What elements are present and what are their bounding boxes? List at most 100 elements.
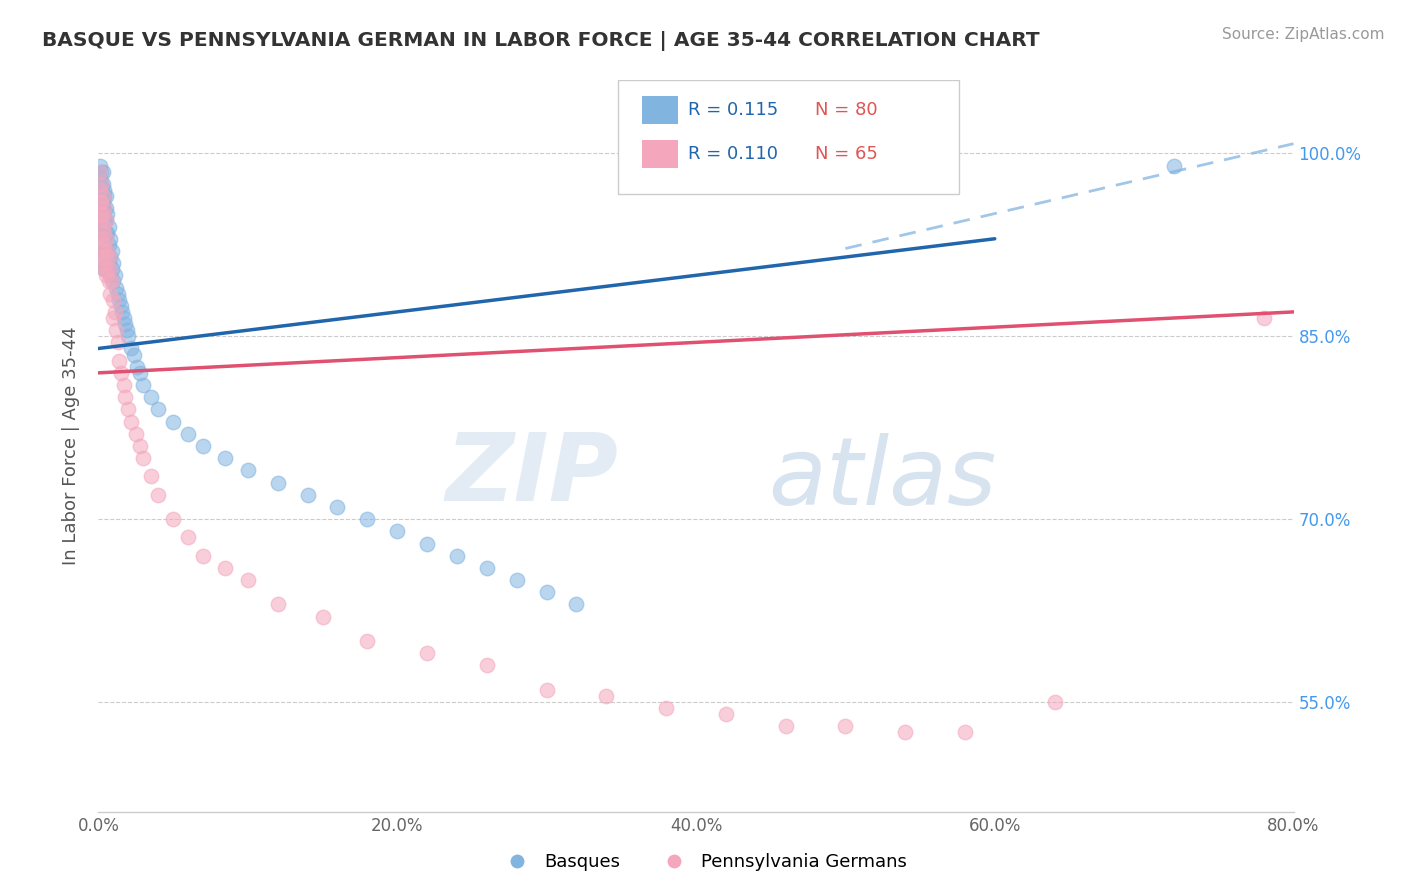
Point bbox=[117, 402, 139, 417]
Point bbox=[139, 469, 162, 483]
Point bbox=[101, 244, 124, 258]
Point bbox=[91, 189, 114, 203]
Text: BASQUE VS PENNSYLVANIA GERMAN IN LABOR FORCE | AGE 35-44 CORRELATION CHART: BASQUE VS PENNSYLVANIA GERMAN IN LABOR F… bbox=[42, 31, 1040, 51]
Point bbox=[129, 439, 152, 453]
Point bbox=[775, 719, 797, 733]
Text: ZIP: ZIP bbox=[446, 429, 619, 521]
Point bbox=[953, 725, 976, 739]
Point bbox=[96, 244, 118, 258]
Point bbox=[98, 268, 122, 283]
Point bbox=[103, 293, 125, 307]
Point bbox=[90, 213, 112, 227]
FancyBboxPatch shape bbox=[619, 80, 959, 194]
Point bbox=[326, 500, 349, 514]
Point bbox=[93, 244, 115, 258]
Point bbox=[93, 262, 115, 277]
Text: atlas: atlas bbox=[768, 434, 995, 524]
Point bbox=[94, 250, 117, 264]
Point bbox=[162, 512, 184, 526]
Point bbox=[108, 353, 131, 368]
Point bbox=[475, 658, 498, 673]
Point bbox=[112, 311, 135, 326]
Point bbox=[94, 268, 117, 283]
Point bbox=[98, 232, 122, 246]
Bar bbox=[643, 140, 678, 168]
Point bbox=[90, 177, 112, 191]
Point bbox=[93, 244, 115, 258]
Point bbox=[94, 226, 117, 240]
Point bbox=[236, 573, 259, 587]
Point bbox=[107, 286, 129, 301]
Point bbox=[98, 262, 122, 277]
Point bbox=[91, 207, 114, 221]
Text: R = 0.110: R = 0.110 bbox=[688, 145, 778, 163]
Point bbox=[94, 213, 117, 227]
Point bbox=[89, 207, 111, 221]
Point bbox=[114, 390, 136, 404]
Point bbox=[89, 183, 111, 197]
Point bbox=[91, 177, 114, 191]
Point bbox=[120, 415, 142, 429]
Point bbox=[104, 305, 127, 319]
Point bbox=[236, 463, 259, 477]
Text: N = 80: N = 80 bbox=[815, 102, 879, 120]
Point bbox=[565, 598, 588, 612]
Point bbox=[127, 359, 149, 374]
Text: R = 0.115: R = 0.115 bbox=[688, 102, 778, 120]
Point bbox=[90, 213, 112, 227]
Point bbox=[1163, 159, 1185, 173]
Point bbox=[834, 719, 856, 733]
Point bbox=[124, 348, 146, 362]
Point bbox=[506, 573, 529, 587]
Point bbox=[191, 439, 214, 453]
Point bbox=[655, 701, 678, 715]
Point bbox=[97, 250, 120, 264]
Point bbox=[91, 237, 114, 252]
Text: N = 65: N = 65 bbox=[815, 145, 879, 163]
Point bbox=[97, 237, 120, 252]
Legend: Basques, Pennsylvania Germans: Basques, Pennsylvania Germans bbox=[492, 847, 914, 879]
Point bbox=[93, 189, 115, 203]
Point bbox=[356, 634, 378, 648]
Point bbox=[111, 305, 134, 319]
Bar bbox=[643, 96, 678, 124]
Point bbox=[93, 262, 115, 277]
Point bbox=[91, 256, 114, 270]
Point bbox=[89, 195, 111, 210]
Point bbox=[129, 366, 152, 380]
Point bbox=[267, 475, 290, 490]
Point bbox=[98, 286, 122, 301]
Point bbox=[112, 378, 135, 392]
Point bbox=[117, 329, 139, 343]
Point bbox=[148, 402, 170, 417]
Point bbox=[101, 275, 124, 289]
Point bbox=[297, 488, 319, 502]
Point bbox=[108, 293, 131, 307]
Point bbox=[97, 275, 120, 289]
Point bbox=[96, 226, 118, 240]
Point bbox=[475, 561, 498, 575]
Point bbox=[267, 598, 290, 612]
Point bbox=[115, 323, 138, 337]
Point bbox=[125, 426, 148, 441]
Point bbox=[93, 202, 115, 216]
Point bbox=[139, 390, 162, 404]
Point bbox=[91, 195, 114, 210]
Point bbox=[94, 262, 117, 277]
Point bbox=[93, 226, 115, 240]
Point bbox=[93, 213, 115, 227]
Point bbox=[104, 268, 127, 283]
Point bbox=[114, 317, 136, 331]
Point bbox=[94, 244, 117, 258]
Point bbox=[94, 202, 117, 216]
Point bbox=[311, 609, 333, 624]
Point bbox=[90, 177, 112, 191]
Point bbox=[90, 250, 112, 264]
Point bbox=[91, 202, 114, 216]
Point bbox=[416, 536, 439, 550]
Point bbox=[385, 524, 409, 539]
Point bbox=[97, 256, 120, 270]
Point bbox=[103, 311, 125, 326]
Point bbox=[91, 244, 114, 258]
Point bbox=[93, 226, 115, 240]
